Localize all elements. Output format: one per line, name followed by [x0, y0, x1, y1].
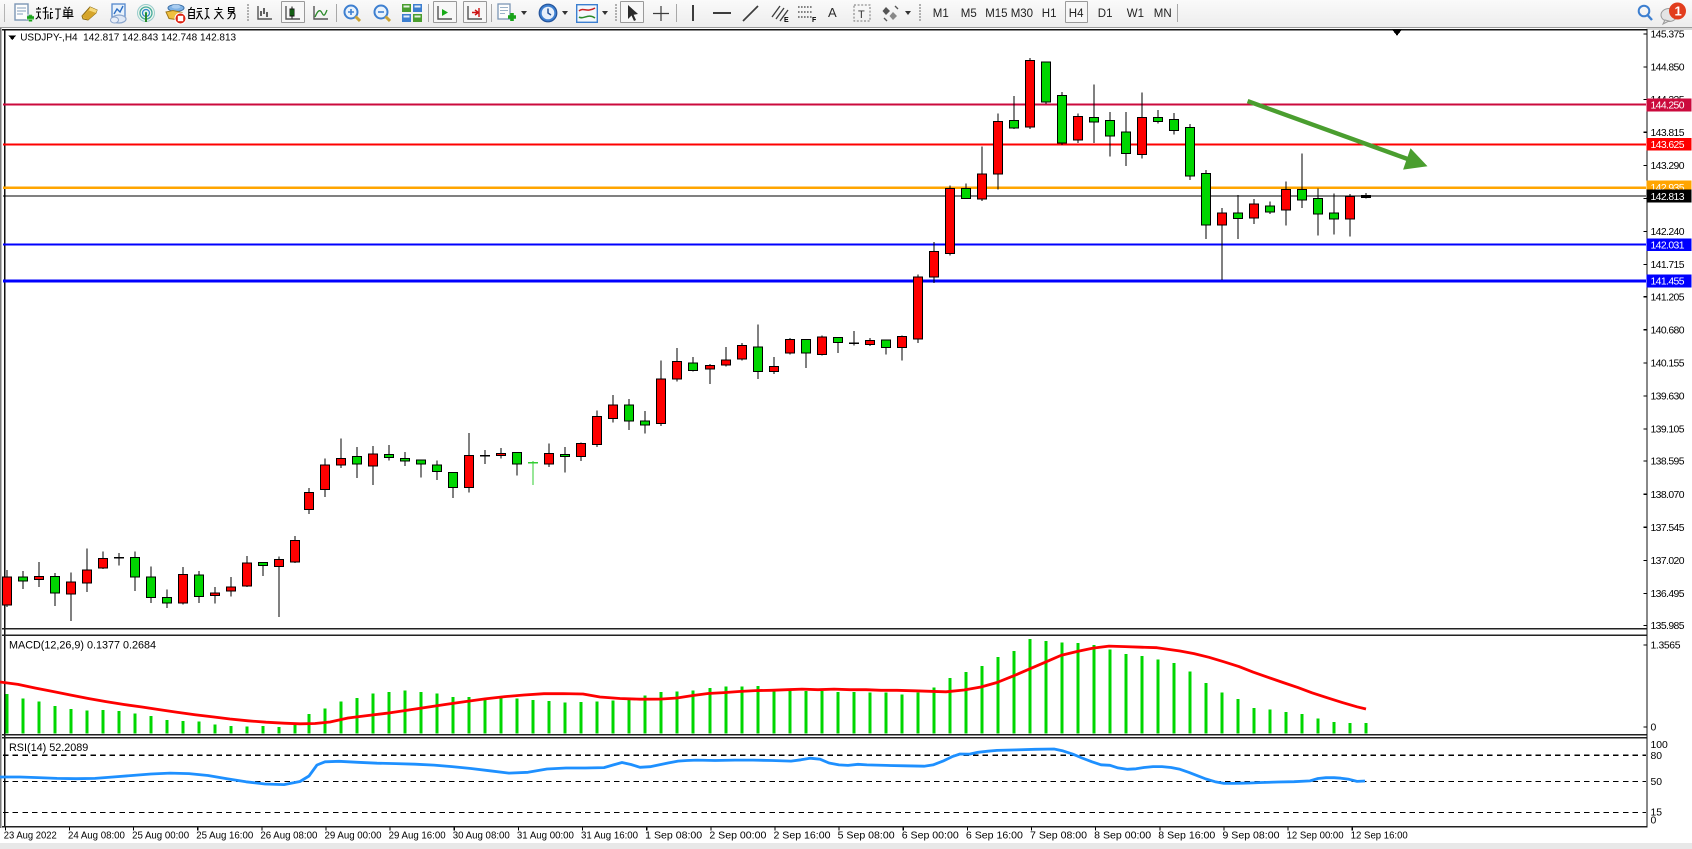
svg-text:31 Aug 16:00: 31 Aug 16:00: [581, 831, 638, 842]
svg-text:8 Sep 16:00: 8 Sep 16:00: [1158, 831, 1215, 842]
svg-text:1.3565: 1.3565: [1651, 641, 1681, 652]
svg-text:138.070: 138.070: [1651, 490, 1685, 501]
svg-text:25 Aug 16:00: 25 Aug 16:00: [196, 831, 253, 842]
svg-text:1: 1: [1675, 4, 1682, 19]
svg-text:31 Aug 00:00: 31 Aug 00:00: [517, 831, 574, 842]
svg-text:144.250: 144.250: [1651, 101, 1685, 112]
svg-text:2 Sep 00:00: 2 Sep 00:00: [709, 831, 766, 842]
svg-text:141.715: 141.715: [1651, 260, 1685, 271]
svg-text:137.545: 137.545: [1651, 523, 1685, 534]
svg-text:136.495: 136.495: [1651, 589, 1685, 600]
svg-text:143.815: 143.815: [1651, 128, 1685, 139]
svg-text:142.031: 142.031: [1651, 240, 1685, 251]
svg-text:139.630: 139.630: [1651, 392, 1685, 403]
svg-text:MACD(12,26,9) 0.1377 0.2684: MACD(12,26,9) 0.1377 0.2684: [9, 640, 156, 652]
svg-text:25 Aug 00:00: 25 Aug 00:00: [132, 831, 189, 842]
svg-text:2 Sep 16:00: 2 Sep 16:00: [773, 831, 830, 842]
svg-text:29 Aug 00:00: 29 Aug 00:00: [325, 831, 382, 842]
svg-text:0: 0: [1651, 723, 1657, 734]
svg-text:23 Aug 2022: 23 Aug 2022: [4, 831, 57, 842]
svg-text:140.680: 140.680: [1651, 325, 1685, 336]
svg-text:15: 15: [1651, 808, 1663, 819]
svg-text:24 Aug 08:00: 24 Aug 08:00: [68, 831, 125, 842]
svg-text:135.985: 135.985: [1651, 621, 1685, 632]
svg-text:29 Aug 16:00: 29 Aug 16:00: [389, 831, 446, 842]
svg-text:9 Sep 08:00: 9 Sep 08:00: [1222, 831, 1279, 842]
svg-text:8 Sep 00:00: 8 Sep 00:00: [1094, 831, 1151, 842]
svg-text:141.205: 141.205: [1651, 292, 1685, 303]
svg-text:143.290: 143.290: [1651, 161, 1685, 172]
svg-text:T: T: [858, 9, 865, 21]
svg-text:100: 100: [1651, 740, 1669, 751]
svg-text:6 Sep 00:00: 6 Sep 00:00: [902, 831, 959, 842]
svg-text:5 Sep 08:00: 5 Sep 08:00: [838, 831, 895, 842]
svg-text:140.155: 140.155: [1651, 358, 1685, 369]
svg-text:0: 0: [1651, 815, 1657, 826]
svg-text:12 Sep 16:00: 12 Sep 16:00: [1351, 831, 1408, 842]
svg-text:12 Sep 00:00: 12 Sep 00:00: [1287, 831, 1344, 842]
svg-text:1 Sep 08:00: 1 Sep 08:00: [645, 831, 702, 842]
svg-text:USDJPY-,H4 142.817 142.843 14: USDJPY-,H4 142.817 142.843 142.748 142.8…: [20, 33, 236, 44]
svg-text:142.935: 142.935: [1651, 183, 1685, 194]
svg-text:138.595: 138.595: [1651, 457, 1685, 468]
svg-text:E: E: [784, 17, 789, 23]
svg-text:143.625: 143.625: [1651, 140, 1685, 151]
svg-text:30 Aug 08:00: 30 Aug 08:00: [453, 831, 510, 842]
svg-text:144.850: 144.850: [1651, 63, 1685, 74]
svg-text:80: 80: [1651, 751, 1663, 762]
svg-text:145.375: 145.375: [1651, 30, 1685, 41]
svg-text:6 Sep 16:00: 6 Sep 16:00: [966, 831, 1023, 842]
svg-text:F: F: [812, 17, 817, 23]
svg-text:137.020: 137.020: [1651, 556, 1685, 567]
svg-text:RSI(14) 52.2089: RSI(14) 52.2089: [9, 742, 88, 754]
svg-text:141.455: 141.455: [1651, 277, 1685, 288]
svg-text:142.240: 142.240: [1651, 227, 1685, 238]
svg-text:50: 50: [1651, 777, 1663, 788]
svg-text:139.105: 139.105: [1651, 425, 1685, 436]
svg-text:142.813: 142.813: [1651, 192, 1685, 203]
svg-text:26 Aug 08:00: 26 Aug 08:00: [260, 831, 317, 842]
svg-text:7 Sep 08:00: 7 Sep 08:00: [1030, 831, 1087, 842]
